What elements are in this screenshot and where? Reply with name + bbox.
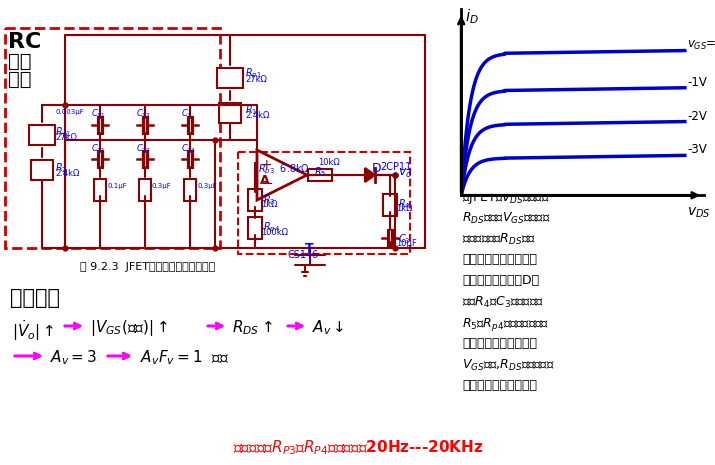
Bar: [248, 189, 262, 211]
Text: 2.4kΩ: 2.4kΩ: [55, 169, 79, 178]
Text: T: T: [305, 242, 314, 255]
Text: 网络: 网络: [8, 70, 31, 89]
Text: $v_{GS}$=0V: $v_{GS}$=0V: [687, 36, 715, 52]
Text: 1kΩ: 1kΩ: [396, 204, 413, 213]
Text: 0.003μF: 0.003μF: [56, 109, 85, 115]
Text: 线框内元件和$R_{DS}$组成: 线框内元件和$R_{DS}$组成: [462, 232, 536, 247]
Text: -2V: -2V: [687, 110, 707, 123]
Text: $R_1$: $R_1$: [245, 103, 257, 117]
Bar: [248, 217, 262, 239]
Text: 0.3μF: 0.3μF: [197, 183, 217, 189]
Text: 放大器放大倍数减小。: 放大器放大倍数减小。: [462, 379, 537, 392]
Text: 2CP11: 2CP11: [380, 162, 411, 172]
Text: $R_3$: $R_3$: [263, 193, 275, 207]
Text: A: A: [260, 173, 270, 186]
Text: $|\dot{V}_o|\uparrow$: $|\dot{V}_o|\uparrow$: [12, 318, 54, 343]
Text: 10kΩ: 10kΩ: [318, 158, 340, 167]
Text: 极。当输出幅度增大，: 极。当输出幅度增大，: [462, 337, 537, 350]
Text: 1kΩ: 1kΩ: [261, 200, 277, 209]
Polygon shape: [365, 168, 375, 182]
Text: 图 9.2.3  JFET稳幅音频信号产生电路: 图 9.2.3 JFET稳幅音频信号产生电路: [80, 262, 215, 272]
Text: $A_v\downarrow$: $A_v\downarrow$: [312, 318, 345, 337]
Bar: [184, 179, 196, 201]
Text: 27kΩ: 27kΩ: [55, 133, 77, 142]
Text: 0.1μF: 0.1μF: [107, 183, 127, 189]
Bar: [94, 179, 106, 201]
Text: -3V: -3V: [687, 143, 707, 156]
Text: CS146: CS146: [288, 250, 320, 260]
Text: $C_{21}$: $C_{21}$: [91, 142, 106, 154]
Text: $V_{GS}$变负,$R_{DS}$自动加大使: $V_{GS}$变负,$R_{DS}$自动加大使: [462, 358, 555, 373]
Text: $v_o$: $v_o$: [398, 167, 413, 180]
Text: $R_5$: $R_5$: [314, 165, 326, 179]
Text: $v_{DS}$: $v_{DS}$: [687, 206, 711, 220]
Text: $R_{p4}$: $R_{p4}$: [263, 221, 280, 235]
Text: $R_2$: $R_2$: [55, 161, 67, 175]
Text: $R_{p3}$  6.8kΩ: $R_{p3}$ 6.8kΩ: [258, 163, 310, 178]
Bar: [217, 68, 243, 88]
Text: $C_{23}$: $C_{23}$: [181, 142, 196, 154]
Bar: [29, 125, 55, 145]
Bar: [5, 28, 220, 248]
Text: $i_D$: $i_D$: [465, 7, 479, 26]
Text: 稳幅原理: 稳幅原理: [10, 288, 60, 308]
Bar: [308, 169, 332, 181]
Text: $R_5$和$R_{p4}$加在场效应管栅: $R_5$和$R_{p4}$加在场效应管栅: [462, 316, 549, 333]
Text: 输出电压经二极管D整: 输出电压经二极管D整: [462, 274, 539, 287]
Text: $C_{22}$: $C_{22}$: [136, 142, 151, 154]
Text: 当JFET的$V_{DS}$较小时，: 当JFET的$V_{DS}$较小时，: [462, 190, 550, 206]
Text: 2.4kΩ: 2.4kΩ: [245, 111, 270, 120]
Text: 选频: 选频: [8, 52, 31, 71]
Text: +: +: [260, 158, 272, 172]
Bar: [219, 103, 241, 123]
Text: $C_3$: $C_3$: [398, 232, 410, 246]
Text: 0.3μF: 0.3μF: [152, 183, 172, 189]
Text: 100kΩ: 100kΩ: [261, 228, 288, 237]
Text: $R_4$: $R_4$: [398, 197, 410, 211]
Text: $R_{DS}$可通过$V_{GS}$改变。虚: $R_{DS}$可通过$V_{GS}$改变。虚: [462, 211, 551, 226]
Bar: [31, 160, 53, 180]
Text: -1V: -1V: [687, 76, 707, 89]
Text: $R_{p1}$: $R_{p1}$: [245, 67, 262, 81]
Text: $R_{v1}$: $R_{v1}$: [55, 125, 72, 139]
Text: $R_{DS}\uparrow$: $R_{DS}\uparrow$: [232, 318, 272, 337]
Text: 一般只调整$R_{P3}$和$R_{P4}$，工作范围20Hz---20KHz: 一般只调整$R_{P3}$和$R_{P4}$，工作范围20Hz---20KHz: [232, 438, 483, 457]
Text: $C_{11}$: $C_{11}$: [91, 107, 106, 120]
Bar: [383, 194, 397, 216]
Text: D: D: [372, 162, 382, 175]
Text: $C_{12}$: $C_{12}$: [136, 107, 151, 120]
Text: $A_v=3$: $A_v=3$: [50, 348, 97, 367]
Text: 10μF: 10μF: [396, 239, 417, 248]
Bar: [139, 179, 151, 201]
Text: $A_vF_v=1$  稳幅: $A_vF_v=1$ 稳幅: [140, 348, 230, 367]
Bar: [238, 152, 410, 254]
Text: 流和$R_4$、$C_3$滤波后，经: 流和$R_4$、$C_3$滤波后，经: [462, 295, 544, 310]
Text: $|V_{GS}$(负值$)|\uparrow$: $|V_{GS}$(负值$)|\uparrow$: [90, 318, 168, 338]
Text: RC: RC: [8, 32, 41, 52]
Text: $C_3$: $C_3$: [181, 107, 192, 120]
Text: −: −: [260, 175, 272, 191]
Text: 27kΩ: 27kΩ: [245, 75, 267, 84]
Text: 负反馈。正常工作时，: 负反馈。正常工作时，: [462, 253, 537, 266]
